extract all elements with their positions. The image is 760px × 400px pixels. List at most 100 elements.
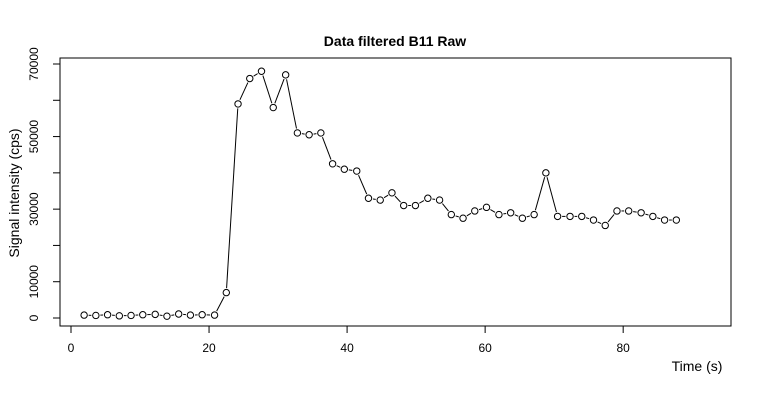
series-line-segment [490,209,496,213]
series-line-segment [419,200,425,204]
data-point [222,288,230,297]
data-point [257,67,266,75]
data-point [518,214,527,222]
series-line-segment [348,169,353,171]
series-line-segment [394,195,401,203]
data-point [234,100,242,108]
data-point [115,312,124,320]
series-line-segment [546,177,557,213]
data-point [127,311,135,320]
data-point [624,207,633,215]
series-line-segment [358,174,368,195]
series-line-segment [645,213,649,216]
data-point [589,216,598,224]
y-tick-label: 0 [27,314,41,321]
data-point [80,311,88,319]
series-line-segment [239,82,249,101]
data-point [649,212,657,221]
series-line-segment [226,108,239,289]
data-point [601,221,609,230]
y-axis-label: Signal intensity (cps) [6,128,22,257]
series-line-segment [216,296,225,312]
data-point [151,310,159,319]
series-line-segment [262,75,273,104]
x-tick-label: 40 [340,341,354,355]
series-line-segment [526,215,530,218]
data-point [566,212,574,221]
x-tick-label: 80 [616,341,630,355]
data-point [435,196,444,204]
data-point [542,169,550,177]
data-point [613,207,621,215]
series-line-segment [597,221,602,225]
data-point [399,201,408,210]
data-point [578,212,586,221]
series-line-segment [286,79,297,129]
y-axis-ticks: 0 10000 30000 50000 70000 [27,47,60,321]
series-line-segment [171,314,175,316]
x-tick-label: 0 [68,341,75,355]
data-point [388,189,396,197]
series-line-segment [253,73,258,77]
data-point [210,311,219,319]
x-tick-label: 20 [202,341,216,355]
data-point [174,310,183,318]
series-line-segment [336,165,341,168]
data-point [459,214,467,222]
data-point [471,207,479,215]
data-point [660,216,669,224]
data-point [103,311,112,319]
series-line-segment [274,78,285,104]
data-point [340,165,349,173]
data-point [186,311,195,319]
series-line-segment [657,217,661,220]
data-point [139,311,147,319]
series-line-segment [321,136,332,160]
series-line-segment [466,212,472,217]
data-point [424,194,432,202]
y-tick-label: 30000 [27,192,41,226]
x-tick-label: 60 [478,341,492,355]
data-point [530,210,538,219]
data-point [92,311,100,320]
series-line-segments [88,73,672,317]
data-point [637,209,645,217]
data-point [281,71,290,79]
data-point [495,210,503,219]
series-line-segment [455,215,459,218]
data-point [246,74,254,83]
y-tick-label: 10000 [27,265,41,299]
data-point [376,196,384,204]
series-line-segment [607,214,615,223]
data-point [293,129,302,137]
x-axis-ticks: 0 20 40 60 80 [68,326,630,355]
series-line-segment [534,177,546,211]
data-point [198,311,206,319]
series-line-segment [585,217,590,220]
data-point [305,131,313,139]
series-data-points [80,67,681,320]
series-line-segment [633,211,637,213]
data-point [672,216,681,224]
data-point [353,167,361,175]
data-point [447,210,456,219]
data-point [269,103,277,112]
series-line-segment [383,194,389,199]
data-point [364,194,373,202]
series-line-segment [478,208,483,211]
y-tick-label: 70000 [27,47,41,81]
series-line-segment [514,214,519,217]
y-tick-label: 50000 [27,120,41,154]
data-point [553,212,562,221]
plot-frame [59,57,732,327]
data-point [317,129,325,137]
data-point [482,203,491,212]
data-point [163,312,171,320]
chart-title: Data filtered B11 Raw [324,33,466,49]
series-line-segment [442,203,449,212]
data-point [411,201,420,210]
data-point [506,209,515,217]
x-axis-label: Time (s) [672,358,723,374]
